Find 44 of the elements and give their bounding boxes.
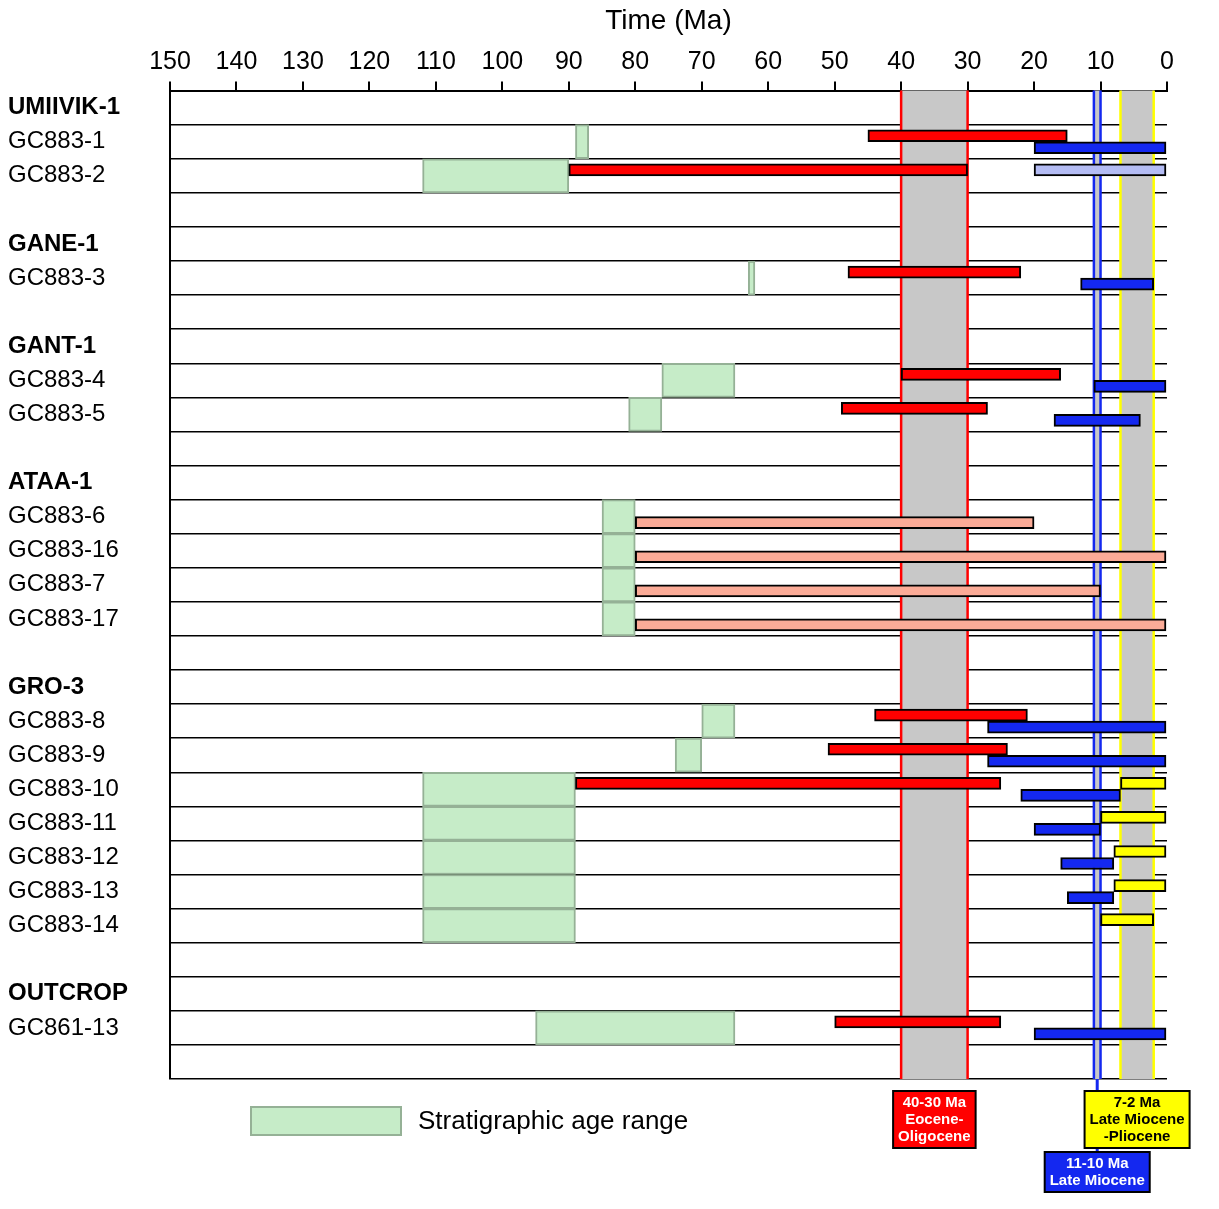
y-tick-label: GC883-7: [8, 569, 106, 597]
x-tick-label: 120: [348, 46, 391, 75]
x-tick-label: 0: [1160, 46, 1174, 75]
x-tick-label: 90: [554, 46, 583, 75]
y-tick-label: GC883-8: [8, 705, 106, 733]
y-tick-label: GC883-5: [8, 399, 106, 427]
y-tick-label: GC883-17: [8, 603, 119, 631]
y-tick-label: GC883-3: [8, 262, 106, 290]
x-tick-label: 60: [754, 46, 783, 75]
text: Stratigraphic age range: [418, 1105, 689, 1136]
band-label: 40-30 Ma Eocene- Oligocene: [898, 1092, 971, 1144]
y-tick-label: GC883-13: [8, 876, 119, 904]
y-tick-label: GC883-2: [8, 160, 106, 188]
y-tick-label: GC883-6: [8, 501, 106, 529]
x-tick-label: 20: [1020, 46, 1048, 75]
band-label: 11-10 Ma Late Miocene: [1049, 1153, 1145, 1188]
x-tick-label: 10: [1086, 46, 1115, 75]
x-tick-label: 100: [481, 46, 524, 75]
y-tick-label: GC883-1: [8, 126, 106, 154]
y-tick-label: GC883-4: [8, 364, 106, 392]
x-tick-label: 140: [215, 46, 258, 75]
y-tick-label: GC861-13: [8, 1012, 119, 1040]
x-tick-label: 40: [887, 46, 916, 75]
y-tick-label: GC883-16: [8, 535, 119, 563]
y-tick-label: GANE-1: [8, 228, 99, 256]
y-tick-label: GC883-9: [8, 739, 106, 767]
x-tick-label: 80: [621, 46, 650, 75]
y-tick-label: GRO-3: [8, 671, 85, 699]
band-label: 7-2 Ma Late Miocene -Pliocene: [1089, 1092, 1185, 1144]
y-tick-label: GANT-1: [8, 330, 97, 358]
y-tick-label: GC883-12: [8, 842, 119, 870]
x-axis-title: Time (Ma): [605, 3, 732, 35]
y-tick-label: UMIIVIK-1: [8, 92, 121, 120]
x-tick-label: 150: [149, 46, 191, 75]
y-tick-label: GC883-14: [8, 910, 119, 938]
y-tick-label: GC883-10: [8, 773, 119, 801]
x-tick-label: 30: [953, 46, 982, 75]
x-tick-label: 110: [415, 46, 456, 75]
x-tick-label: 70: [687, 46, 716, 75]
y-tick-label: GC883-11: [8, 808, 117, 835]
x-tick-label: 50: [820, 46, 849, 75]
x-tick-label: 130: [282, 46, 324, 75]
y-tick-label: ATAA-1: [8, 467, 93, 495]
y-tick-label: OUTCROP: [8, 978, 128, 1006]
